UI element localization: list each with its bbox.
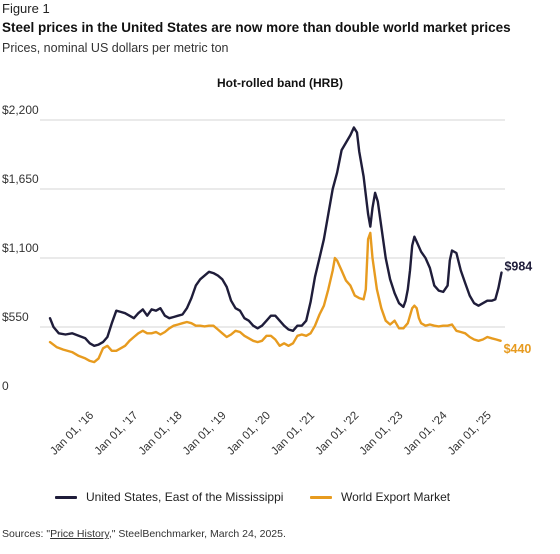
figure-label: Figure 1 [2,1,50,16]
x-tick-label: Jan 01, '24 [402,409,450,457]
gridlines [40,119,505,328]
x-tick-label: Jan 01, '17 [92,410,140,458]
legend-swatch-us [55,495,77,499]
x-tick-label: Jan 01, '18 [137,410,185,458]
x-tick-label: Jan 01, '25 [446,410,494,458]
source-prefix: Sources: " [2,528,51,540]
series-end-label: $984 [504,260,532,274]
figure-subtitle: Prices, nominal US dollars per metric to… [2,41,229,55]
x-tick-label: Jan 01, '22 [313,410,361,458]
chart-title: Hot-rolled band (HRB) [217,76,343,90]
x-tick-label: Jan 01, '19 [181,410,229,458]
end-labels: $984 $440 [504,260,533,356]
source-note: Sources: "Price History," SteelBenchmark… [2,528,286,540]
figure-title: Steel prices in the United States are no… [2,20,511,35]
y-tick-label: 0 [2,379,9,393]
y-axis-ticks: 0 $550 $1,100 $1,650 $2,200 [2,103,39,393]
y-tick-label: $1,100 [2,241,39,255]
legend-item-world: World Export Market [310,490,450,504]
series-line [48,126,503,347]
series-line [48,231,502,364]
x-tick-label: Jan 01, '20 [225,410,273,458]
source-suffix: ," SteelBenchmarker, March 24, 2025. [108,528,286,540]
y-tick-label: $2,200 [2,103,39,117]
y-tick-label: $1,650 [2,172,39,186]
legend-label-world: World Export Market [341,490,451,504]
legend-swatch-world [310,495,332,499]
x-tick-label: Jan 01, '23 [358,410,406,458]
y-tick-label: $550 [2,310,29,324]
x-tick-label: Jan 01, '21 [269,410,317,458]
x-tick-label: Jan 01, '16 [48,410,96,458]
series-lines [48,126,503,364]
legend-label-us: United States, East of the Mississippi [86,490,284,504]
legend-item-us: United States, East of the Mississippi [55,490,283,504]
source-link[interactable]: Price History [50,528,109,540]
series-end-label: $440 [504,342,532,356]
